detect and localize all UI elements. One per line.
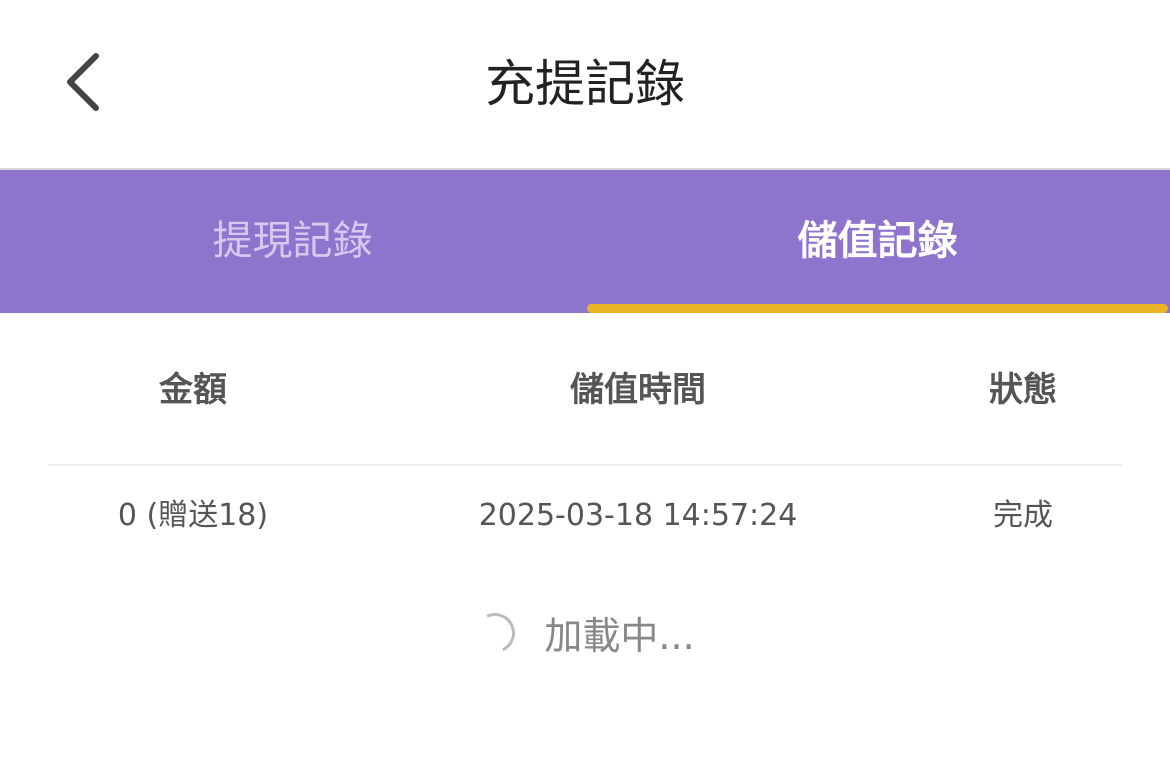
column-amount: 金額 [159,370,227,410]
header: 充提記錄 [0,0,1170,170]
cell-status: 完成 [993,498,1053,533]
chevron-left-icon [67,53,99,111]
tab-deposit-records[interactable]: 儲值記錄 [797,218,958,264]
table-header: 金額 儲值時間 狀態 [48,314,1122,466]
table-row: 0 (贈送18) 2025-03-18 14:57:24 完成 [48,466,1122,566]
page-title: 充提記錄 [485,55,685,113]
back-button[interactable] [58,52,108,112]
cell-amount: 0 (贈送18) [117,498,269,533]
tab-withdrawal-records[interactable]: 提現記錄 [212,218,373,264]
active-tab-indicator [587,304,1168,313]
loading-indicator: 加載中... [0,605,1170,675]
tab-bar: 提現記錄 儲值記錄 [0,170,1170,313]
column-deposit-time: 儲值時間 [570,370,706,410]
spinner-icon [469,606,521,659]
column-status: 狀態 [989,370,1057,410]
cell-time: 2025-03-18 14:57:24 [478,498,798,533]
loading-text: 加載中... [544,614,695,658]
